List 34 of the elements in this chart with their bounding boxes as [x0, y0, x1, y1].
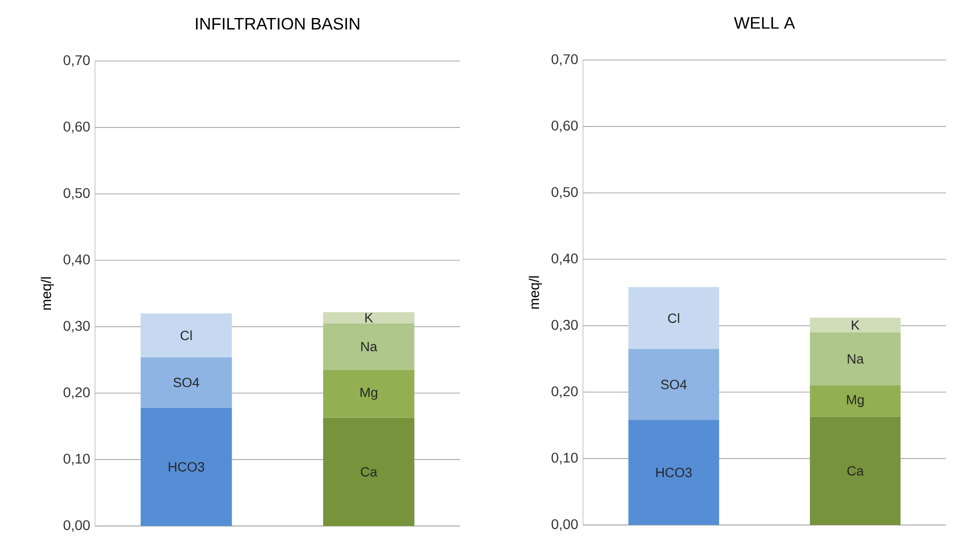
y-axis-title: meq/l [40, 277, 54, 310]
y-tick-label: 0,50 [64, 188, 90, 200]
y-tick-label: 0,70 [552, 54, 578, 66]
y-tick-label: 0,40 [552, 254, 578, 266]
y-tick-label: 0,40 [64, 254, 90, 266]
series-label: HCO3 [168, 462, 204, 472]
y-tick-label: 0,30 [64, 320, 90, 332]
series-label: SO4 [661, 380, 687, 390]
y-tick-label: 0,20 [552, 386, 578, 398]
y-axis-title: meq/l [528, 276, 542, 309]
chart-title: WELL A [734, 17, 796, 29]
y-tick-label: 0,10 [552, 452, 578, 464]
series-label: Mg [847, 395, 864, 408]
series-label: Cl [668, 313, 680, 323]
series-label: K [365, 313, 374, 322]
series-label: HCO3 [656, 468, 692, 478]
y-tick-label: 0,70 [64, 55, 90, 67]
chart-title: INFILTRATION BASIN [196, 18, 360, 30]
y-tick-label: 0,50 [552, 187, 578, 199]
y-tick-label: 0,00 [64, 520, 90, 532]
y-tick-label: 0,20 [64, 387, 90, 399]
series-label: Mg [360, 388, 378, 400]
y-tick-label: 0,30 [552, 320, 578, 332]
series-label: Cl [180, 330, 192, 340]
series-label: SO4 [174, 378, 200, 388]
series-label: Na [848, 354, 864, 364]
series-label: K [852, 320, 860, 330]
y-tick-label: 0,60 [64, 122, 90, 134]
series-label: Ca [847, 466, 864, 476]
series-label: Na [361, 342, 378, 352]
y-tick-label: 0,10 [64, 454, 90, 466]
y-tick-label: 0,60 [552, 120, 578, 132]
y-tick-label: 0,00 [552, 519, 578, 531]
series-label: Ca [360, 467, 378, 477]
